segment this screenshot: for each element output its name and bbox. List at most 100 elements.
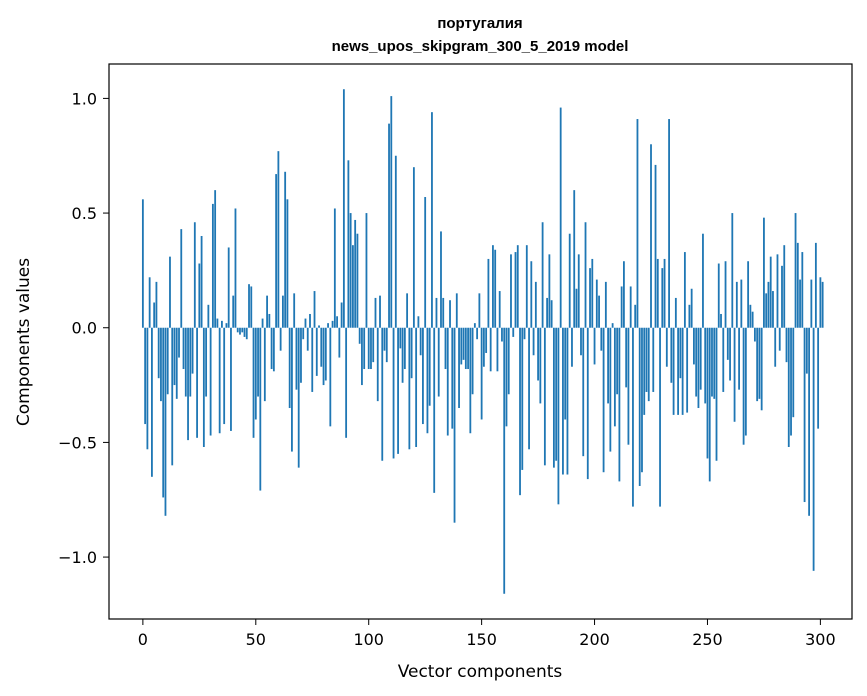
bar-116	[403, 327, 406, 370]
bar-17	[180, 229, 183, 328]
bar-55	[266, 295, 268, 328]
bar-301	[821, 281, 824, 328]
bar-79	[320, 327, 323, 367]
bar-8	[160, 327, 162, 402]
bar-223	[645, 327, 648, 392]
bar-193	[577, 254, 580, 328]
bar-211	[618, 327, 621, 482]
bar-13	[171, 327, 174, 466]
bar-214	[625, 327, 628, 388]
bar-273	[758, 327, 761, 399]
bar-216	[629, 286, 632, 328]
bar-235	[672, 327, 675, 415]
bar-172	[530, 261, 533, 328]
bar-271	[753, 327, 756, 342]
bar-205	[604, 281, 607, 328]
bar-98	[363, 327, 366, 370]
bar-225	[650, 144, 652, 328]
bar-92	[349, 213, 352, 328]
bar-221	[641, 327, 643, 473]
bar-32	[214, 190, 217, 328]
bar-141	[460, 327, 463, 365]
bar-203	[600, 327, 603, 351]
bar-156	[494, 249, 497, 328]
bar-87	[338, 327, 341, 358]
bar-89	[342, 89, 345, 328]
bar-158	[498, 291, 501, 328]
bar-224	[647, 327, 650, 402]
bar-41	[234, 208, 237, 328]
x-tick-label: 250	[692, 630, 723, 649]
bar-249	[704, 327, 707, 404]
bar-264	[738, 327, 740, 390]
bar-59	[275, 174, 278, 328]
bar-106	[381, 327, 384, 461]
bar-70	[300, 327, 302, 383]
bar-45	[243, 327, 246, 337]
bar-144	[467, 327, 469, 370]
bar-30	[209, 327, 212, 436]
bar-197	[586, 327, 589, 480]
bar-73	[306, 327, 309, 351]
bar-292	[801, 252, 804, 328]
bar-74	[309, 313, 311, 328]
bar-298	[814, 242, 817, 328]
bar-143	[464, 327, 467, 370]
plot-area-frame	[108, 63, 853, 620]
bar-125	[424, 197, 427, 328]
bar-5	[153, 302, 156, 328]
bar-121	[415, 327, 418, 447]
bar-163	[510, 254, 512, 328]
bar-212	[620, 286, 623, 328]
bar-294	[805, 327, 808, 374]
bar-21	[189, 327, 192, 397]
bar-171	[528, 327, 530, 450]
bar-82	[327, 323, 329, 328]
bar-9	[162, 327, 165, 498]
y-tick-label: 1.0	[72, 89, 97, 108]
x-tick-label: 300	[805, 630, 836, 649]
bar-150	[480, 327, 483, 420]
bar-240	[683, 252, 686, 328]
bar-219	[636, 119, 639, 328]
bar-147	[473, 323, 476, 328]
bar-6	[155, 281, 158, 328]
bar-237	[677, 327, 680, 415]
bar-151	[482, 327, 485, 367]
bar-113	[397, 327, 399, 454]
bar-109	[388, 123, 390, 328]
bar-46	[245, 327, 248, 340]
bar-248	[702, 233, 704, 328]
bar-169	[523, 327, 526, 340]
bar-200	[593, 327, 596, 365]
bar-64	[286, 199, 289, 328]
bar-185	[559, 107, 562, 328]
bar-196	[584, 222, 587, 328]
bar-10	[164, 327, 167, 516]
bar-50	[254, 327, 257, 420]
bar-115	[401, 327, 404, 383]
bar-174	[534, 281, 537, 328]
bar-27	[202, 327, 205, 447]
bar-72	[304, 318, 307, 328]
bar-241	[686, 327, 689, 413]
bar-56	[268, 313, 271, 328]
bar-217	[632, 327, 634, 507]
bar-102	[372, 327, 375, 363]
bar-283	[781, 265, 783, 328]
bar-276	[765, 293, 768, 328]
bar-4	[151, 327, 153, 477]
bar-38	[227, 247, 230, 328]
bar-291	[799, 279, 801, 328]
bar-131	[437, 327, 440, 397]
bar-120	[412, 167, 415, 328]
bar-119	[410, 327, 413, 379]
bar-71	[302, 327, 305, 340]
bar-90	[345, 327, 348, 438]
bar-278	[769, 256, 772, 328]
bar-94	[354, 219, 357, 328]
bar-257	[722, 327, 725, 392]
bar-75	[311, 327, 314, 392]
bar-54	[263, 327, 266, 402]
bar-11	[166, 327, 169, 395]
